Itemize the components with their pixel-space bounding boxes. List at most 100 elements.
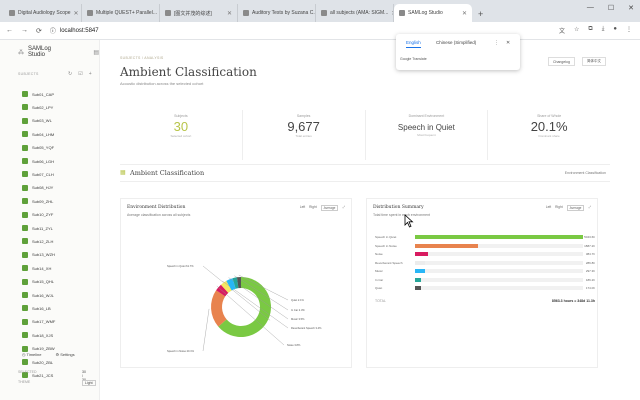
checkbox-icon[interactable] — [22, 117, 28, 124]
close-popup-icon[interactable]: ✕ — [506, 40, 511, 46]
browser-tab[interactable]: [图文并茂的综述] ✕ — [160, 4, 238, 22]
subject-item[interactable]: Sub19_ZBW — [22, 344, 55, 354]
timeline-link[interactable]: ◷ Timeline — [22, 352, 42, 357]
collapse-sidebar-icon[interactable]: ▤ — [93, 49, 99, 56]
subject-item[interactable]: Sub20_ZBL — [22, 357, 53, 367]
checkbox-icon[interactable] — [22, 131, 28, 138]
checkbox-icon[interactable] — [22, 359, 28, 365]
close-tab-icon[interactable]: ✕ — [73, 10, 79, 17]
subject-item[interactable]: Sub12_ZLH — [22, 236, 53, 246]
checkbox-icon[interactable] — [22, 278, 28, 285]
right-toggle[interactable]: Right — [555, 205, 563, 209]
close-tab-icon[interactable]: ✕ — [391, 10, 393, 17]
subject-item[interactable]: Sub15_QHL — [22, 277, 54, 287]
source-language-tab[interactable]: English — [406, 40, 421, 48]
extensions-icon[interactable]: ⧉ — [588, 26, 593, 32]
subject-item[interactable]: Sub13_WZH — [22, 250, 55, 260]
checkbox-icon[interactable] — [22, 332, 28, 339]
average-toggle[interactable]: Average — [320, 205, 339, 211]
checkbox-icon[interactable] — [22, 238, 28, 245]
checkbox-icon[interactable] — [22, 225, 28, 231]
expand-icon[interactable]: ⤢ — [588, 205, 591, 209]
close-tab-icon[interactable]: ✕ — [226, 10, 232, 17]
subject-item[interactable]: Sub16_LB — [22, 303, 51, 313]
subject-item[interactable]: Sub08_HJY — [22, 183, 53, 193]
subject-item[interactable]: Sub14_XH — [22, 263, 51, 273]
site-info-icon[interactable]: ⓘ — [49, 29, 56, 35]
checkbox-icon[interactable] — [22, 292, 28, 298]
subject-item[interactable]: Sub16_WJL — [22, 290, 54, 300]
bar — [415, 260, 425, 265]
checkbox-icon[interactable] — [22, 305, 28, 312]
checkbox-icon[interactable] — [22, 184, 28, 191]
subject-item[interactable]: Sub06_LGH — [22, 156, 54, 166]
reload-icon[interactable]: ⟳ — [36, 27, 42, 35]
checkbox-icon[interactable] — [22, 158, 28, 164]
add-subject-icon[interactable]: + — [88, 71, 92, 77]
donut-slice[interactable] — [211, 290, 227, 327]
maximize-icon[interactable]: ☐ — [607, 5, 615, 12]
menu-icon[interactable]: ⋮ — [626, 27, 632, 33]
checkbox-icon[interactable] — [22, 104, 28, 111]
browser-tab[interactable]: all subjects (AMA: SIGM...✕ — [316, 4, 394, 22]
bar-value-label: 384.7h — [585, 252, 595, 256]
profile-icon[interactable]: ● — [613, 26, 617, 32]
subject-label: Sub17_WMF — [32, 319, 56, 325]
subject-item[interactable]: Sub03_WL — [22, 116, 52, 126]
checkbox-icon[interactable] — [22, 91, 28, 97]
subject-item[interactable]: Sub11_ZYL — [22, 223, 53, 233]
subject-item[interactable]: Sub09_ZHL — [22, 196, 53, 206]
browser-tab[interactable]: Multiple QUEST+ Parallel...✕ — [82, 4, 160, 22]
settings-link[interactable]: ⚙ Settings — [55, 352, 75, 357]
donut-slice[interactable] — [226, 278, 236, 291]
omnibox[interactable]: ⓘ localhost:5847 — [49, 26, 99, 36]
section-link[interactable]: Environment Classification — [564, 171, 606, 175]
checkbox-icon[interactable] — [22, 251, 28, 258]
browser-tab[interactable]: Auditory Tests by Suzana C...✕ — [238, 4, 316, 22]
donut-slice[interactable] — [236, 277, 241, 289]
subject-item[interactable]: Sub02_LPY — [22, 102, 53, 112]
subject-item[interactable]: Sub04_LHM — [22, 129, 54, 139]
subject-item[interactable]: Sub17_WMF — [22, 317, 55, 327]
left-toggle[interactable]: Left — [545, 205, 552, 209]
changelog-button[interactable]: Changelog — [548, 57, 575, 66]
new-tab-button[interactable]: + — [478, 9, 484, 19]
checkbox-icon[interactable] — [22, 211, 28, 218]
browser-tab[interactable]: SAMLog Studio ✕ — [394, 4, 472, 22]
target-language-tab[interactable]: Chinese (Simplified) — [436, 40, 477, 45]
browser-tab[interactable]: Digital Audiology Scope ✕ — [4, 4, 82, 22]
checkbox-icon[interactable] — [22, 144, 28, 151]
download-icon[interactable]: ⤓ — [601, 26, 605, 32]
checkbox-icon[interactable] — [22, 372, 28, 379]
right-toggle[interactable]: Right — [309, 205, 317, 209]
translate-icon[interactable]: 文 — [559, 29, 566, 35]
subject-item[interactable]: Sub01_CAP — [22, 89, 54, 99]
checkbox-icon[interactable] — [22, 345, 28, 352]
minimize-icon[interactable]: — — [586, 4, 594, 11]
back-icon[interactable]: ← — [6, 27, 13, 34]
language-button[interactable]: 简体中文 — [582, 57, 606, 66]
subject-item[interactable]: Sub21_JCS — [22, 370, 53, 380]
checkbox-icon[interactable] — [22, 171, 28, 178]
refresh-icon[interactable]: ↻ — [68, 71, 73, 77]
donut-slice[interactable] — [232, 277, 239, 289]
forward-icon[interactable]: → — [21, 27, 28, 34]
checkbox-icon[interactable] — [22, 198, 28, 205]
average-toggle[interactable]: Average — [566, 205, 585, 211]
more-options-icon[interactable]: ⋮ — [494, 40, 499, 46]
subject-item[interactable]: Sub10_ZYF — [22, 210, 53, 220]
checkbox-icon[interactable] — [22, 265, 28, 272]
left-toggle[interactable]: Left — [299, 205, 306, 209]
checkbox-icon[interactable] — [22, 318, 28, 325]
bookmark-star-icon[interactable]: ☆ — [574, 27, 580, 33]
subject-item[interactable]: Sub05_YQF — [22, 143, 54, 153]
subject-item[interactable]: Sub07_CLH — [22, 169, 54, 179]
subject-item[interactable]: Sub18_XJS — [22, 330, 53, 340]
close-window-icon[interactable]: ✕ — [628, 5, 634, 12]
theme-toggle[interactable]: Light — [82, 380, 96, 386]
url-text[interactable]: localhost:5847 — [59, 27, 99, 34]
expand-icon[interactable]: ⤢ — [342, 205, 345, 209]
donut-slice[interactable] — [220, 280, 232, 293]
close-tab-icon[interactable]: ✕ — [461, 10, 467, 17]
select-all-icon[interactable]: ☑ — [78, 71, 83, 77]
